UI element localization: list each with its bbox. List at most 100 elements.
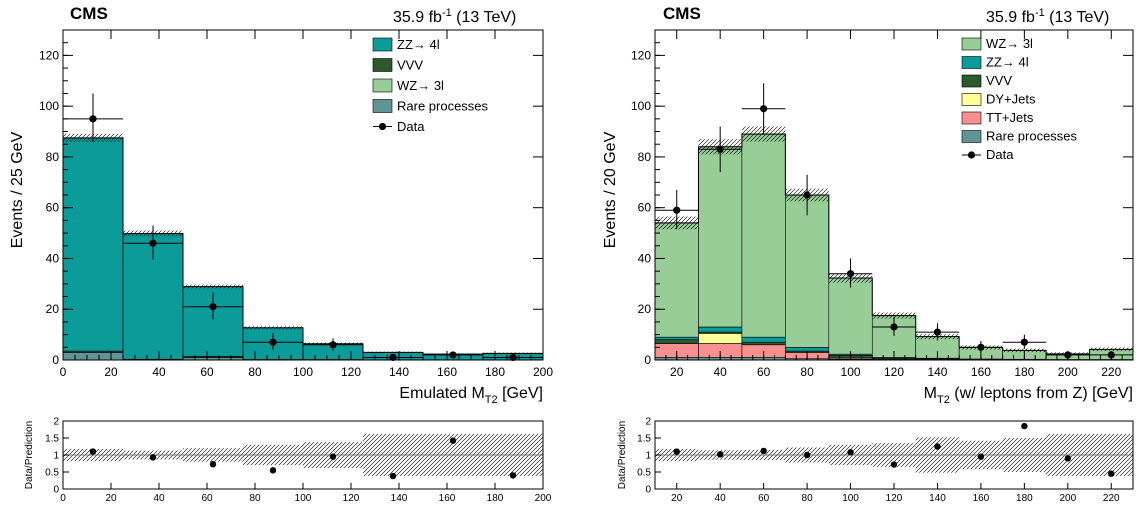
- bar: [698, 146, 743, 328]
- bar: [741, 336, 786, 343]
- y-tick-label: 80: [638, 150, 652, 164]
- legend-swatch: [961, 74, 982, 88]
- legend-swatch: [961, 111, 982, 125]
- data-point: [846, 270, 855, 278]
- legend-label: DY+Jets: [986, 92, 1036, 107]
- ratio-y-tick-label: 0: [645, 485, 651, 496]
- ratio-x-tick-label: 40: [715, 493, 727, 504]
- ratio-point: [209, 460, 217, 468]
- x-tick-label: 40: [714, 365, 728, 379]
- bar: [828, 277, 873, 355]
- y-tick-label: 120: [39, 48, 59, 62]
- legend-swatch: [961, 37, 982, 51]
- legend-marker: [378, 122, 387, 131]
- ratio-y-tick-label: 2: [645, 417, 651, 428]
- stack-outline: [654, 133, 1134, 360]
- data-series: [63, 93, 543, 362]
- x-tick-label: 160: [437, 365, 457, 379]
- experiment-label: CMS: [70, 4, 108, 23]
- ratio-point: [977, 453, 985, 460]
- ratio-x-tick-label: 60: [758, 493, 770, 504]
- data-point: [977, 343, 985, 351]
- ratio-panel: 20 40 60 80 100 120 140 160 180 200 220 0 0.5 1 1.5 2: [637, 417, 1134, 504]
- bar: [654, 222, 699, 338]
- data-series: [655, 83, 1133, 359]
- ratio-x-tick-label: 220: [1103, 493, 1120, 504]
- ratio-x-tick-label: 200: [1059, 493, 1076, 504]
- legend-swatch: [961, 130, 982, 143]
- y-tick-label: 0: [644, 353, 651, 367]
- ratio-x-tick-label: 20: [105, 493, 117, 504]
- y-tick-label: 40: [638, 251, 652, 265]
- data-point: [673, 206, 681, 214]
- ratio-x-tick-label: 160: [973, 493, 990, 504]
- legend-label: Data: [397, 119, 425, 134]
- legend-label: Rare processes: [397, 99, 489, 114]
- legend-swatch: [372, 58, 393, 72]
- ratio-y-tick-label: 0.5: [637, 468, 651, 479]
- stack-outline: [62, 137, 544, 360]
- legend-swatch: [961, 93, 982, 106]
- x-tick-label: 200: [533, 365, 553, 379]
- legend-label: WZ→ 3l: [986, 36, 1033, 51]
- legend: WZ→ 3l ZZ→ 4l VVV DY+Jets TT+Jets Rare proces…: [961, 36, 1078, 162]
- ratio-y-axis-label: Data/Prediction: [24, 421, 35, 489]
- chart-left: CMS 35.9 fb-1 (13 TeV) Events / 25 GeV E…: [9, 4, 553, 504]
- x-tick-label: 80: [800, 365, 814, 379]
- x-axis-label: MT2 (w/ leptons from Z) [GeV]: [924, 385, 1133, 406]
- legend-label: Rare processes: [986, 129, 1078, 144]
- ratio-panel: 0 20 40 60 80 100 120 140 160 180 200 0 0.5 1 1.5 2: [45, 417, 552, 505]
- ratio-x-tick-label: 80: [802, 493, 814, 504]
- bar: [698, 333, 743, 344]
- ratio-point: [934, 443, 941, 450]
- ratio-x-tick-label: 140: [391, 493, 408, 504]
- ratio-y-tick-label: 1.5: [637, 434, 651, 445]
- data-point: [760, 105, 768, 113]
- data-point: [1020, 338, 1028, 346]
- legend-label: ZZ→ 4l: [397, 37, 440, 52]
- y-axis-label: Events / 25 GeV: [9, 131, 26, 248]
- data-point: [89, 115, 97, 123]
- ratio-x-tick-label: 180: [1016, 493, 1033, 504]
- ratio-x-tick-label: 0: [60, 493, 66, 504]
- x-tick-label: 80: [248, 365, 262, 379]
- y-tick-label: 20: [638, 302, 652, 316]
- x-tick-label: 180: [485, 365, 505, 379]
- ratio-point: [803, 451, 811, 459]
- x-tick-label: 160: [971, 365, 991, 379]
- x-tick-label: 100: [841, 365, 861, 379]
- legend-label: WZ→ 3l: [397, 78, 444, 93]
- data-point: [149, 239, 157, 247]
- ratio-x-tick-label: 120: [343, 493, 360, 504]
- x-tick-label: 60: [200, 365, 214, 379]
- ratio-y-tick-label: 1: [645, 451, 651, 462]
- x-tick-label: 20: [670, 365, 684, 379]
- bar: [741, 341, 786, 346]
- legend-label: VVV: [397, 58, 423, 73]
- ratio-x-tick-label: 120: [886, 493, 903, 504]
- ratio-point: [389, 472, 397, 480]
- ratio-point: [329, 453, 337, 460]
- y-tick-label: 0: [52, 353, 59, 367]
- data-point: [269, 338, 277, 346]
- ratio-y-tick-label: 1.5: [45, 434, 59, 445]
- legend-swatch: [372, 99, 393, 113]
- ratio-point: [716, 451, 724, 458]
- ratio-point: [149, 454, 157, 461]
- legend-label: TT+Jets: [986, 110, 1034, 125]
- ratio-point: [89, 448, 97, 455]
- legend-swatch: [372, 78, 393, 93]
- legend-label: Data: [986, 147, 1014, 162]
- data-point: [509, 353, 517, 362]
- data-point: [389, 353, 397, 362]
- bar: [785, 194, 830, 348]
- bar: [698, 326, 743, 333]
- ratio-point: [509, 472, 517, 479]
- legend-label: VVV: [986, 73, 1012, 88]
- bar: [62, 352, 124, 361]
- legend-swatch: [961, 56, 982, 69]
- legend-label: ZZ→ 4l: [986, 55, 1029, 70]
- data-point: [933, 328, 942, 336]
- data-point: [449, 351, 457, 359]
